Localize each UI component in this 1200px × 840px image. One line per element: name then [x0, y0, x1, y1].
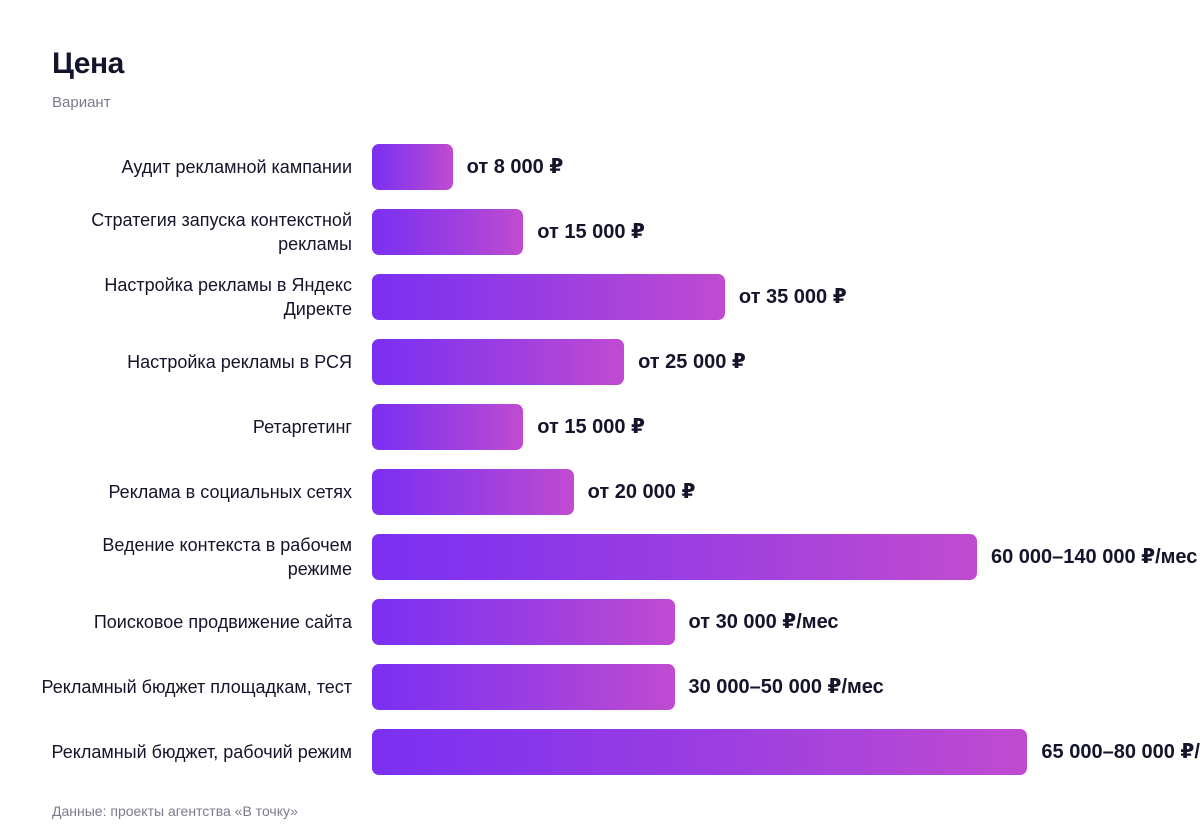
category-label: Рекламный бюджет площадкам, тест	[41, 677, 352, 697]
category-label: Поисковое продвижение сайта	[93, 612, 352, 632]
bar	[372, 664, 675, 710]
chart-subtitle: Вариант	[52, 94, 111, 111]
category-label: Настройка рекламы в Яндекс Директе	[104, 275, 352, 319]
bar-value-label: от 15 000 ₽	[537, 221, 645, 243]
bar-value-label: 60 000–140 000 ₽/мес	[991, 546, 1198, 568]
bar	[372, 274, 725, 320]
bar-value-label: 65 000–80 000 ₽/мес	[1041, 741, 1200, 763]
category-label: Ведение контекста в рабочем режиме	[102, 535, 352, 579]
bar	[372, 599, 675, 645]
bar-value-label: от 20 000 ₽	[587, 481, 696, 503]
category-label: Ретаргетинг	[252, 417, 352, 437]
bar-value-label: 30 000–50 000 ₽/мес	[688, 676, 884, 698]
category-label: Настройка рекламы в РСЯ	[127, 352, 352, 372]
chart-source-note: Данные: проекты агентства «В точку»	[52, 803, 298, 819]
bar	[372, 729, 1028, 775]
category-label: Стратегия запуска контекстной рекламы	[91, 210, 352, 254]
bar	[372, 144, 453, 190]
category-label: Реклама в социальных сетях	[108, 482, 352, 502]
bar	[372, 209, 524, 255]
bar	[372, 469, 574, 515]
category-label: Аудит рекламной кампании	[121, 157, 352, 177]
bar-value-label: от 8 000 ₽	[466, 156, 564, 178]
bar-value-label: от 30 000 ₽/мес	[688, 611, 839, 633]
bar-value-label: от 35 000 ₽	[738, 286, 847, 308]
bar	[372, 534, 977, 580]
bar	[372, 339, 625, 385]
bar-value-label: от 15 000 ₽	[537, 416, 645, 438]
bar-value-label: от 25 000 ₽	[638, 351, 746, 373]
category-label: Рекламный бюджет, рабочий режим	[51, 742, 352, 762]
bar	[372, 404, 524, 450]
chart-title: Цена	[52, 47, 124, 80]
